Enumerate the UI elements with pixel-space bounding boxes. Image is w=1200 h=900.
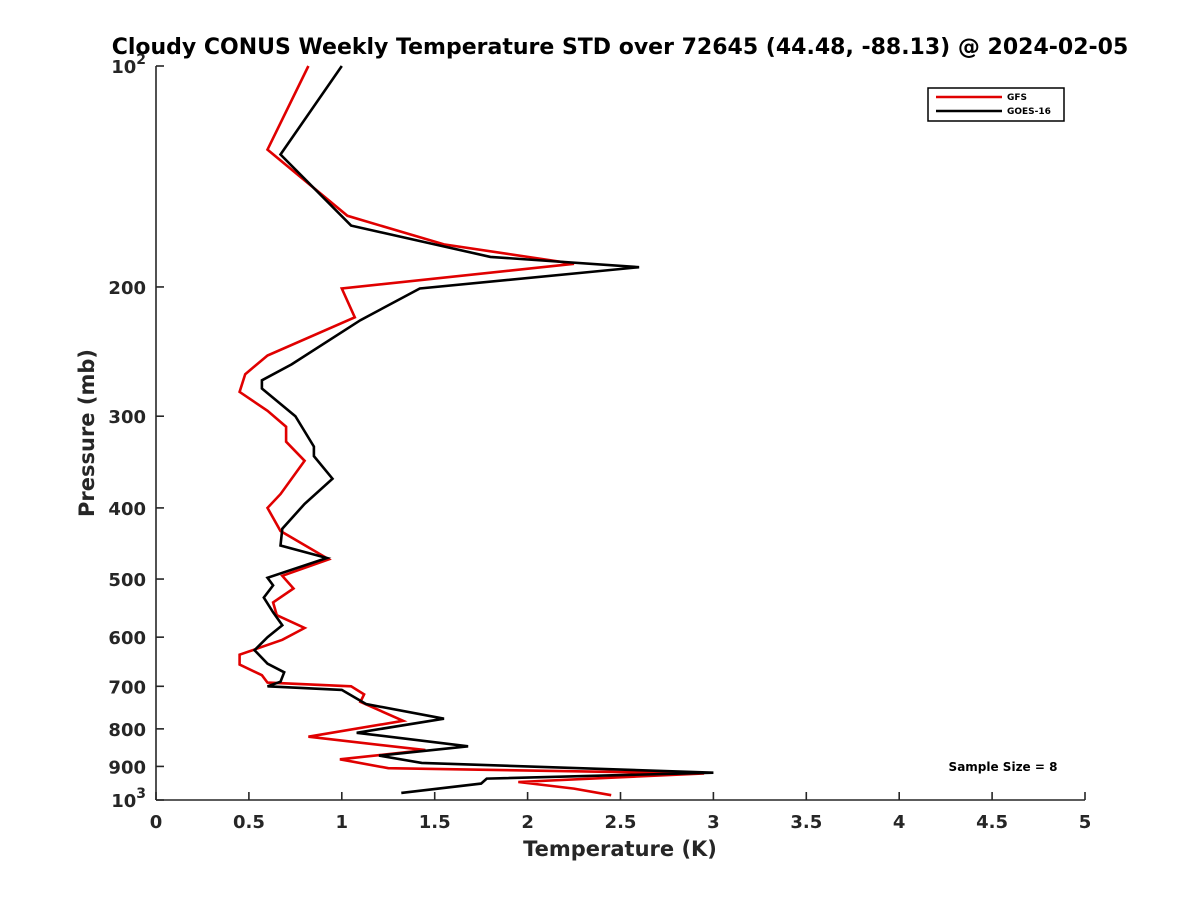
legend-box: [927, 87, 1065, 122]
x-tick-label: 5: [1079, 812, 1092, 833]
y-tick-label: 200: [108, 278, 146, 299]
y-tick-label: 600: [108, 628, 146, 649]
legend-label-gfs: GFS: [1007, 93, 1027, 103]
y-ticks: 102 200 300 400 500 600 700 800 900 103: [108, 52, 164, 812]
series-line-goes16: [252, 65, 714, 795]
y-tick-label: 500: [108, 570, 146, 591]
x-tick-label: 4.5: [976, 812, 1008, 833]
x-ticks: 0 0.5 1 1.5 2 2.5 3 3.5 4 4.5 5: [150, 792, 1092, 833]
x-axis-label: Temperature (K): [523, 837, 717, 861]
x-tick-label: 2: [521, 812, 534, 833]
sample-size-annotation: Sample Size = 8: [949, 760, 1058, 774]
chart-title: Cloudy CONUS Weekly Temperature STD over…: [112, 35, 1129, 60]
series-line-gfs: [238, 65, 705, 797]
plot-area: 0 0.5 1 1.5 2 2.5 3 3.5 4 4.5 5 102 200 300 400 500 600…: [108, 52, 1091, 833]
x-tick-label: 4: [893, 812, 906, 833]
y-tick-label: 800: [108, 720, 146, 741]
y-tick-label: 400: [108, 499, 146, 520]
x-tick-label: 2.5: [605, 812, 637, 833]
series-lines: [238, 65, 714, 797]
y-tick-label: 102: [111, 52, 146, 78]
x-tick-label: 1.5: [419, 812, 451, 833]
x-tick-label: 3.5: [790, 812, 822, 833]
legend-label-goes16: GOES-16: [1007, 107, 1051, 117]
y-tick-label: 900: [108, 757, 146, 778]
x-tick-label: 0: [150, 812, 163, 833]
y-tick-label: 700: [108, 677, 146, 698]
legend: GFS GOES-16: [927, 87, 1065, 122]
x-tick-label: 0.5: [233, 812, 265, 833]
y-tick-label: 300: [108, 407, 146, 428]
y-tick-label: 103: [111, 786, 146, 812]
y-axis-label: Pressure (mb): [75, 349, 99, 517]
x-tick-label: 3: [707, 812, 720, 833]
x-tick-label: 1: [336, 812, 349, 833]
